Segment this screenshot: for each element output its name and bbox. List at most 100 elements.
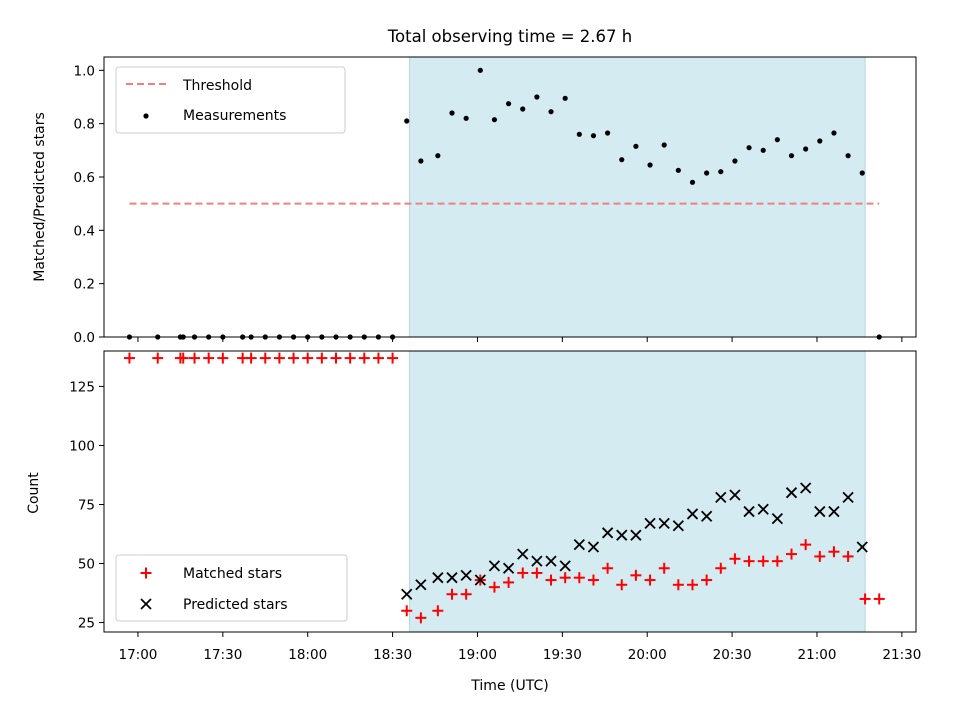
- bottom-series-1-point-30: [828, 505, 840, 518]
- bottom-series-1-point-14-b: [601, 527, 614, 539]
- bottom-series-1-point-19: [672, 520, 684, 532]
- bottom-series-0-point-52: [873, 593, 885, 605]
- bottom-series-1-point-9-b: [531, 555, 543, 567]
- top-y-tick-label-2: 0.4: [74, 223, 95, 239]
- bottom-legend-box: [115, 554, 348, 622]
- top-series-0-point-38: [675, 167, 681, 173]
- bottom-series-1-point-9: [531, 555, 543, 567]
- bottom-series-1-point-32-b: [856, 541, 868, 553]
- bottom-series-1-point-31: [842, 491, 854, 504]
- bottom-series-1-point-20-b: [686, 508, 699, 520]
- bottom-series-1-point-27: [785, 487, 798, 499]
- top-series-0-point-42: [732, 158, 738, 164]
- bottom-series-1-point-25-b: [757, 503, 769, 515]
- bottom-series-0-point-3: [177, 352, 189, 364]
- top-series-0-point-26: [505, 101, 512, 107]
- bottom-series-1-point-10: [545, 555, 557, 567]
- top-series-0-point-50: [845, 153, 851, 159]
- bottom-series-1-point-11-b: [559, 560, 571, 572]
- bottom-series-1-point-12: [573, 538, 585, 551]
- bottom-series-0-point-34: [616, 579, 628, 591]
- bottom-series-0-point-48: [814, 550, 826, 562]
- top-series-0-point-48: [817, 138, 823, 144]
- bottom-legend: Matched stars Predicted stars: [115, 554, 348, 622]
- bottom-series-1-point-4-b: [460, 569, 472, 581]
- bottom-series-1-point-24: [743, 505, 755, 518]
- x-tick-label-9: 21:30: [882, 647, 921, 663]
- bottom-series-1-point-3: [446, 572, 458, 584]
- bottom-series-1-point-22-b: [715, 491, 727, 504]
- bottom-series-1-point-30-b: [828, 505, 840, 518]
- bottom-series-1-point-28: [800, 482, 812, 494]
- bottom-series-1-point-18-b: [658, 517, 670, 530]
- bottom-series-0-point-42: [729, 553, 741, 565]
- bottom-series-1-point-26: [771, 513, 784, 525]
- bottom-series-1-point-7-b: [502, 562, 515, 574]
- top-series-0-point-33: [605, 130, 611, 136]
- bottom-series-0-point-45: [771, 555, 783, 567]
- bottom-series-0-point-10: [273, 352, 285, 364]
- top-series-0-point-43: [746, 145, 752, 151]
- bottom-series-0-point-49: [828, 546, 840, 558]
- chart-title: Total observing time = 2.67 h: [387, 27, 632, 46]
- top-panel: 0.0 0.2 0.4 0.6 0.8 1.0 Threshold Measurements: [74, 56, 917, 346]
- top-series-0-point-41: [718, 169, 724, 175]
- top-series-0-point-29: [548, 109, 554, 115]
- bottom-series-0-point-16: [358, 352, 370, 364]
- bottom-series-0-point-30: [559, 572, 571, 584]
- bottom-series-0-point-14: [330, 352, 342, 364]
- top-y-tick-label-0: 0.0: [74, 330, 95, 346]
- bottom-series-1-point-28-b: [800, 482, 812, 494]
- bottom-axes-frame: [103, 350, 917, 633]
- bottom-series-0-point-47: [800, 539, 812, 551]
- bottom-series-0-point-32: [587, 574, 599, 586]
- bottom-shaded-interval: [409, 350, 866, 633]
- bottom-series-1-point-12-b: [573, 538, 585, 551]
- top-series-0-point-27: [520, 106, 526, 112]
- top-series-0-point-40: [704, 170, 710, 176]
- bottom-series-0-point-38: [672, 579, 684, 591]
- top-series-0-point-39: [689, 179, 696, 185]
- bottom-y-tick-label-2: 75: [78, 497, 95, 513]
- top-series-0-point-32: [590, 133, 597, 139]
- top-series-0-point-20: [418, 158, 424, 164]
- bottom-series-0-point-50: [842, 550, 854, 562]
- bottom-series-0-point-27: [517, 567, 529, 579]
- bottom-series-1-point-1-b: [415, 579, 427, 591]
- bottom-series-1-point-6-b: [488, 560, 501, 572]
- top-y-tick-label-1: 0.2: [74, 277, 95, 293]
- legend-matched-label: Matched stars: [183, 566, 282, 582]
- x-tick-label-3: 18:30: [373, 647, 412, 663]
- bottom-series-0-point-36: [644, 574, 656, 586]
- top-series-0-point-45: [774, 137, 780, 143]
- bottom-series-0-point-46: [786, 548, 798, 560]
- legend-measurements-swatch: [143, 113, 149, 119]
- bottom-series-1-point-19-b: [672, 520, 684, 532]
- bottom-series-1-point-15-b: [616, 529, 628, 541]
- bottom-series-0-point-35: [630, 569, 642, 581]
- top-axes-frame: [103, 56, 917, 338]
- bottom-series-0-point-25: [488, 581, 500, 593]
- bottom-series-1-point-20: [686, 508, 699, 520]
- bottom-series-0-point-41: [715, 562, 727, 574]
- bottom-series-0-point-31: [573, 572, 585, 584]
- top-y-tick-label-4: 0.8: [74, 117, 95, 133]
- bottom-series-1-point-22: [715, 491, 727, 504]
- legend-matched-swatch: [140, 567, 152, 579]
- bottom-series-0-point-39: [686, 579, 698, 591]
- bottom-series-1-point-2: [432, 572, 444, 584]
- x-tick-label-1: 17:30: [203, 647, 242, 663]
- bottom-series-1-point-10-b: [545, 555, 557, 567]
- bottom-series-0-point-5: [203, 352, 215, 364]
- top-series-0-point-34: [619, 157, 625, 163]
- bottom-series-1-point-23-b: [729, 489, 741, 501]
- top-y-axis-label: Matched/Predicted stars: [32, 112, 48, 282]
- bottom-series-1-point-27-b: [785, 487, 798, 499]
- bottom-series-1-point-6: [488, 560, 501, 572]
- bottom-series-1-point-23: [729, 489, 741, 501]
- bottom-series-0-point-40: [701, 574, 713, 586]
- bottom-series-0-point-51: [859, 593, 871, 605]
- bottom-series-1-point-5-b: [474, 574, 486, 586]
- top-series-0-point-21: [435, 153, 441, 159]
- top-series-0-point-31: [576, 131, 582, 137]
